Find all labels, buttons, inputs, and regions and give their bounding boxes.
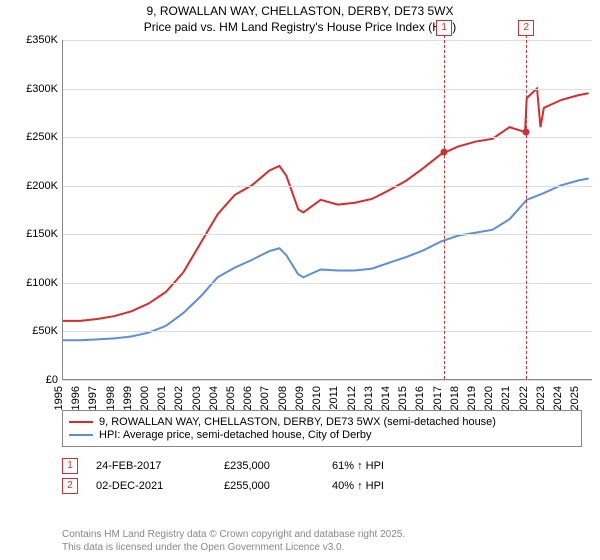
- x-tick-label: 1996: [70, 386, 88, 410]
- sale-row-date: 02-DEC-2021: [96, 480, 206, 492]
- x-tick-label: 2022: [518, 386, 536, 410]
- footer-attribution: Contains HM Land Registry data © Crown c…: [62, 529, 405, 554]
- legend-swatch: [69, 434, 93, 436]
- sale-row-box: 2: [62, 478, 78, 494]
- sale-row-price: £255,000: [224, 480, 314, 492]
- series-line: [63, 88, 589, 320]
- x-tick-label: 2008: [277, 386, 295, 410]
- y-tick-label: £350K: [8, 34, 58, 46]
- x-tick-label: 2005: [225, 386, 243, 410]
- sale-marker-box: 2: [518, 20, 534, 36]
- sale-rows: 1 24-FEB-2017 £235,000 61% ↑ HPI 2 02-DEC-202…: [62, 454, 582, 498]
- gridline: [63, 234, 592, 235]
- x-tick-label: 1998: [105, 386, 123, 410]
- series-line: [63, 178, 589, 340]
- x-tick-label: 2004: [208, 386, 226, 410]
- sale-marker-dot: [523, 129, 530, 136]
- x-tick-label: 2006: [242, 386, 260, 410]
- footer-line-1: Contains HM Land Registry data © Crown c…: [62, 529, 405, 542]
- x-tick-label: 2003: [191, 386, 209, 410]
- x-tick-label: 2019: [466, 386, 484, 410]
- gridline: [63, 283, 592, 284]
- plot-area: 12: [62, 40, 592, 380]
- sale-row: 1 24-FEB-2017 £235,000 61% ↑ HPI: [62, 458, 582, 474]
- x-tick-label: 1997: [87, 386, 105, 410]
- y-tick-label: £0: [8, 374, 58, 386]
- x-tick-label: 2009: [294, 386, 312, 410]
- legend-swatch: [69, 421, 93, 423]
- chart-title: 9, ROWALLAN WAY, CHELLASTON, DERBY, DE73…: [0, 0, 600, 35]
- legend-label: HPI: Average price, semi-detached house,…: [99, 429, 372, 441]
- chart-container: 12 £0£50K£100K£150K£200K£250K£300K£350K1…: [8, 40, 592, 400]
- y-tick-label: £200K: [8, 180, 58, 192]
- sale-marker-box: 1: [436, 20, 452, 36]
- x-tick-label: 2014: [380, 386, 398, 410]
- x-tick-label: 2001: [156, 386, 174, 410]
- gridline: [63, 186, 592, 187]
- x-tick-label: 2018: [449, 386, 467, 410]
- footer-line-2: This data is licensed under the Open Gov…: [62, 542, 405, 555]
- sale-marker-line: [444, 30, 445, 379]
- legend-item: HPI: Average price, semi-detached house,…: [69, 429, 575, 441]
- sale-row-price: £235,000: [224, 460, 314, 472]
- gridline: [63, 380, 592, 381]
- x-tick-label: 1995: [53, 386, 71, 410]
- title-line-2: Price paid vs. HM Land Registry's House …: [0, 20, 600, 36]
- x-tick-label: 2012: [346, 386, 364, 410]
- x-tick-label: 2015: [397, 386, 415, 410]
- x-tick-label: 2011: [328, 386, 346, 410]
- legend-box: 9, ROWALLAN WAY, CHELLASTON, DERBY, DE73…: [62, 410, 582, 447]
- sale-row-pct: 61% ↑ HPI: [332, 460, 432, 472]
- gridline: [63, 137, 592, 138]
- gridline: [63, 89, 592, 90]
- chart-lines-svg: [63, 40, 592, 379]
- x-tick-label: 2010: [311, 386, 329, 410]
- x-tick-label: 1999: [122, 386, 140, 410]
- x-tick-label: 2020: [483, 386, 501, 410]
- sale-row: 2 02-DEC-2021 £255,000 40% ↑ HPI: [62, 478, 582, 494]
- y-tick-label: £50K: [8, 325, 58, 337]
- x-tick-label: 2017: [432, 386, 450, 410]
- sale-marker-line: [526, 30, 527, 379]
- sale-row-date: 24-FEB-2017: [96, 460, 206, 472]
- y-tick-label: £100K: [8, 277, 58, 289]
- gridline: [63, 331, 592, 332]
- x-tick-label: 2002: [173, 386, 191, 410]
- x-tick-label: 2024: [552, 386, 570, 410]
- sale-row-box: 1: [62, 458, 78, 474]
- y-tick-label: £250K: [8, 131, 58, 143]
- legend-item: 9, ROWALLAN WAY, CHELLASTON, DERBY, DE73…: [69, 416, 575, 428]
- x-tick-label: 2025: [569, 386, 587, 410]
- title-line-1: 9, ROWALLAN WAY, CHELLASTON, DERBY, DE73…: [0, 4, 600, 20]
- sale-row-pct: 40% ↑ HPI: [332, 480, 432, 492]
- y-tick-label: £300K: [8, 83, 58, 95]
- x-tick-label: 2013: [363, 386, 381, 410]
- sale-marker-dot: [441, 148, 448, 155]
- x-tick-label: 2023: [535, 386, 553, 410]
- legend-label: 9, ROWALLAN WAY, CHELLASTON, DERBY, DE73…: [99, 416, 496, 428]
- gridline: [63, 40, 592, 41]
- y-tick-label: £150K: [8, 228, 58, 240]
- x-tick-label: 2021: [500, 386, 518, 410]
- x-tick-label: 2016: [414, 386, 432, 410]
- x-tick-label: 2007: [259, 386, 277, 410]
- x-tick-label: 2000: [139, 386, 157, 410]
